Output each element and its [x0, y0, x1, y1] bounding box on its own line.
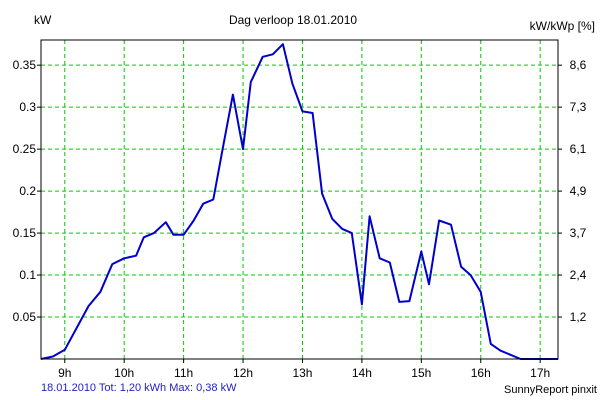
x-tick-label: 17h — [530, 366, 550, 380]
x-tick-label: 9h — [58, 366, 71, 380]
y-tick-label-left: 0.2 — [19, 184, 36, 198]
y-tick-label-left: 0.3 — [19, 100, 36, 114]
y-tick-label-left: 0.35 — [13, 58, 37, 72]
y-axis-right-label: kW/kWp [%] — [530, 19, 595, 33]
y-tick-label-right: 2,4 — [570, 268, 587, 282]
series-layer — [40, 43, 558, 360]
y-tick-label-left: 0.25 — [13, 142, 37, 156]
footer-credit: SunnyReport pinxit — [504, 384, 597, 396]
x-tick-label: 15h — [411, 366, 431, 380]
x-tick-label: 13h — [292, 366, 312, 380]
y-tick-label-left: 0.1 — [19, 268, 36, 282]
grid-layer — [41, 40, 558, 359]
y-axis-left-label: kW — [34, 13, 52, 27]
y-tick-label-right: 1,2 — [570, 310, 587, 324]
chart-title: Dag verloop 18.01.2010 — [229, 13, 357, 27]
y-tick-label-right: 4,9 — [570, 184, 587, 198]
x-tick-label: 14h — [352, 366, 372, 380]
x-tick-label: 12h — [233, 366, 253, 380]
ticks-layer: 9h 10h 11h 12h 13h 14h 15h 16h 17h 0.05 0.1 0.15 0.2… — [13, 58, 587, 380]
series-line — [40, 43, 558, 360]
x-tick-label: 11h — [174, 366, 193, 380]
y-tick-label-right: 7,3 — [570, 100, 587, 114]
y-tick-label-right: 3,7 — [570, 226, 587, 240]
y-tick-label-right: 6,1 — [570, 142, 587, 156]
y-tick-label-right: 8,6 — [570, 58, 587, 72]
y-tick-label-left: 0.05 — [13, 310, 37, 324]
y-tick-label-left: 0.15 — [13, 226, 37, 240]
x-tick-label: 10h — [114, 366, 134, 380]
x-tick-label: 16h — [471, 366, 491, 380]
footer-summary: 18.01.2010 Tot: 1,20 kWh Max: 0,38 kW — [41, 382, 237, 394]
plot-frame — [40, 39, 559, 360]
